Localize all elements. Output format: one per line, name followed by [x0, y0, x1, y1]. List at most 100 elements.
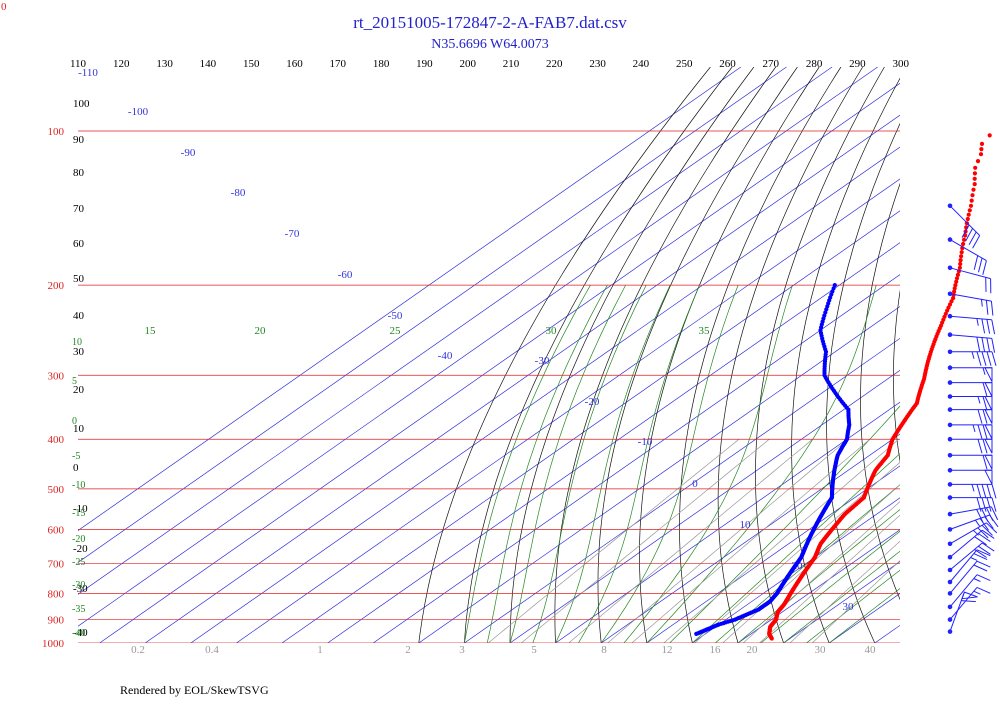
pressure-label: 200: [48, 280, 65, 292]
mixing-ratio-label: 1: [317, 644, 323, 656]
wind-barb-full: [987, 484, 991, 498]
dry-adiabat-line: [756, 67, 885, 643]
corner-label: 0: [1, 1, 7, 13]
wind-barb-half: [975, 520, 979, 526]
wind-barb-full: [987, 319, 990, 333]
wind-barb-half: [977, 319, 978, 326]
wind-barb-shaft: [950, 240, 986, 261]
top-scale-label: 160: [286, 58, 303, 70]
top-scale-label: 240: [633, 58, 650, 70]
top-scale-label: 250: [676, 58, 693, 70]
wind-barb-shaft: [950, 543, 982, 570]
temperature-point: [973, 166, 977, 170]
wind-barb-half: [978, 397, 980, 404]
isotherm-label: -30: [535, 355, 550, 367]
dry-adiabat-line: [598, 67, 797, 643]
mixing-ratio-label: 3: [459, 644, 465, 656]
wind-barb-full: [979, 258, 983, 272]
temperature-point: [988, 133, 992, 137]
temperature-point: [973, 182, 977, 186]
moist-adiabat-line: [829, 285, 1000, 643]
wind-barb-full: [982, 319, 985, 333]
isotherm-label: -70: [285, 228, 300, 240]
top-scale-label: 230: [589, 58, 606, 70]
mixing-ratio-line: [608, 439, 848, 643]
wind-barb-half: [972, 484, 974, 491]
isotherm-label: -60: [338, 269, 353, 281]
wind-barb-full: [978, 410, 982, 424]
moist-adiabat-line: [487, 285, 607, 643]
temperature-point: [968, 208, 972, 212]
wind-barb-full: [992, 484, 996, 498]
wind-barb-full: [987, 338, 990, 352]
moist-adiabat-label: -10: [72, 480, 85, 491]
isotherm-line: [282, 67, 1000, 643]
wind-barb-full: [978, 425, 982, 439]
isotherm-line: [236, 67, 1000, 643]
wind-barb-shaft: [950, 587, 977, 619]
mixing-ratio-label: 8: [601, 644, 607, 656]
moist-adiabat-label: -5: [72, 451, 80, 462]
isotherm-line: [328, 67, 1000, 643]
temperature-point: [962, 238, 966, 242]
top-scale-label: 280: [806, 58, 823, 70]
temperature-point: [970, 199, 974, 203]
isotherm-line: [556, 67, 1000, 643]
moist-adiabat-line: [670, 285, 996, 643]
wind-barb-full: [977, 587, 990, 593]
moist-adiabat-label: 20: [255, 325, 267, 337]
moist-adiabat-label: 15: [145, 325, 157, 337]
temperature-point: [969, 204, 973, 208]
top-scale-label: 260: [719, 58, 736, 70]
wind-barb-full: [961, 601, 976, 602]
wind-barb-half: [974, 591, 981, 594]
pressure-label: 800: [48, 588, 65, 600]
wind-barb-full: [992, 352, 996, 366]
isotherm-line: [647, 67, 1000, 643]
wind-barb-full: [992, 320, 995, 334]
wind-barb-full: [992, 338, 995, 352]
moist-adiabat-line: [784, 285, 1000, 643]
moist-adiabat-line: [510, 285, 626, 643]
temperature-point: [979, 147, 983, 151]
wind-barb-full: [978, 439, 982, 453]
dry-adiabat-label: 90: [73, 134, 85, 146]
top-scale-label: 200: [459, 58, 476, 70]
mixing-ratio-line: [695, 439, 927, 643]
mixing-ratio-label: 30: [815, 644, 827, 656]
isotherm-line: [738, 67, 1000, 643]
wind-barb-half: [972, 352, 974, 359]
wind-barb-full: [982, 498, 986, 512]
moist-adiabat-label: -35: [72, 604, 85, 615]
wind-barb-half: [974, 579, 981, 582]
mixing-ratio-label: 0.4: [205, 644, 219, 656]
wind-barb-shaft: [950, 335, 992, 339]
moist-adiabat-label: -15: [72, 508, 85, 519]
dry-adiabat-label: 60: [73, 238, 85, 250]
top-scale-label: 300: [892, 58, 909, 70]
isotherm-line: [692, 67, 1000, 643]
isotherm-label: -90: [181, 147, 196, 159]
moist-adiabat-label: 30: [546, 325, 558, 337]
dry-adiabat-line: [419, 67, 711, 643]
pressure-label: 700: [48, 559, 65, 571]
moist-adiabat-label: 25: [390, 325, 402, 337]
temperature-point: [971, 188, 975, 192]
wind-barb-full: [974, 565, 987, 571]
isotherm-label: -80: [231, 187, 246, 199]
mixing-ratio-label: 5: [531, 644, 537, 656]
temperature-point: [973, 171, 977, 175]
top-scale-label: 130: [156, 58, 173, 70]
wind-barb-shaft: [950, 575, 977, 607]
wind-barb-half: [971, 558, 978, 561]
top-scale-label: 210: [503, 58, 520, 70]
moist-adiabat-line: [647, 285, 876, 643]
wind-barb-full: [977, 575, 990, 581]
temperature-point: [959, 258, 963, 262]
mixing-ratio-line: [812, 439, 1000, 643]
moist-adiabat-label: 35: [699, 325, 711, 337]
isotherm-line: [0, 67, 741, 643]
